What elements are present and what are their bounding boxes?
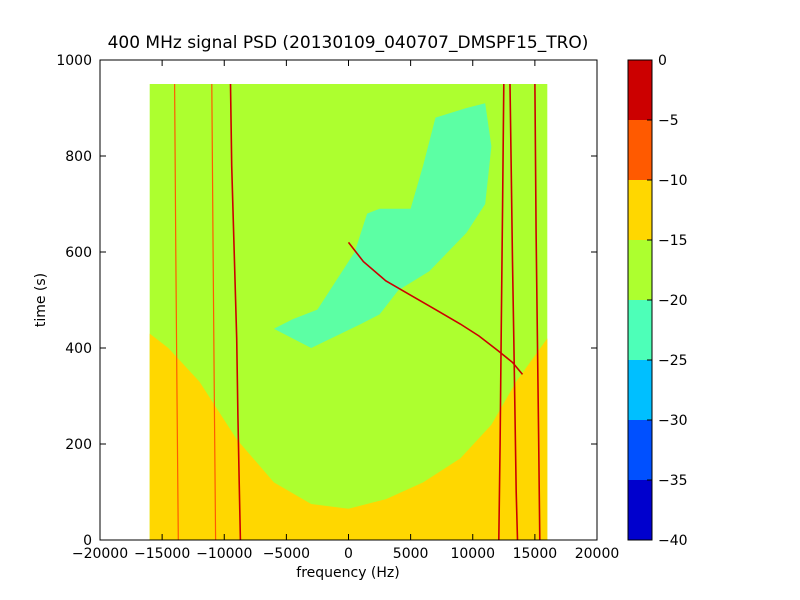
colorbar-tick-label: −35 xyxy=(658,473,688,489)
colorbar-segment xyxy=(628,360,652,420)
x-axis-label: frequency (Hz) xyxy=(296,565,399,581)
colorbar-tick-label: 0 xyxy=(658,53,667,69)
y-tick-label: 600 xyxy=(65,245,92,261)
x-tick-label: −15000 xyxy=(134,546,190,562)
x-tick-label: 15000 xyxy=(513,546,558,562)
x-axis: −20000 −15000 −10000 −5000 0 5000 10000 15000 20… xyxy=(72,60,619,562)
y-tick-label: 0 xyxy=(83,533,92,549)
x-tick-label: 0 xyxy=(344,546,353,562)
plot-area xyxy=(99,59,598,541)
signal-trace xyxy=(211,83,217,541)
psd-region xyxy=(273,103,492,348)
colorbar-tick-label: −40 xyxy=(658,533,688,549)
y-axis-label: time (s) xyxy=(33,273,49,327)
heatmap-layer xyxy=(149,83,548,541)
y-tick-label: 800 xyxy=(65,149,92,165)
colorbar-segment xyxy=(628,180,652,240)
y-tick-label: 400 xyxy=(65,341,92,357)
x-tick-label: 10000 xyxy=(450,546,495,562)
colorbar-tick-label: −10 xyxy=(658,173,688,189)
colorbar-tick-label: −30 xyxy=(658,413,688,429)
signal-trace xyxy=(229,83,242,541)
colorbar-segment xyxy=(628,300,652,360)
signal-trace xyxy=(347,241,524,375)
chart-title: 400 MHz signal PSD (20130109_040707_DMSP… xyxy=(108,33,589,53)
x-tick-label: −5000 xyxy=(263,546,310,562)
colorbar-tick-label: −5 xyxy=(658,113,679,129)
y-tick-label: 200 xyxy=(65,437,92,453)
colorbar-segment xyxy=(628,60,652,120)
colorbar-tick-label: −15 xyxy=(658,233,688,249)
colorbar-segment xyxy=(628,420,652,480)
psd-region xyxy=(149,333,548,540)
colorbar-segment xyxy=(628,120,652,180)
signal-trace xyxy=(509,83,519,541)
colorbar: −40 −35 −30 −25 −20 −15 −10 −5 0 xyxy=(627,53,688,549)
x-tick-label: −10000 xyxy=(196,546,252,562)
colorbar-tick-label: −25 xyxy=(658,353,688,369)
colorbar-segment xyxy=(628,240,652,300)
signal-trace xyxy=(534,83,541,541)
x-tick-label: −20000 xyxy=(72,546,128,562)
signal-trace xyxy=(174,83,179,541)
colorbar-tick-label: −20 xyxy=(658,293,688,309)
x-tick-label: 20000 xyxy=(575,546,620,562)
colorbar-segment xyxy=(628,480,652,540)
y-tick-label: 1000 xyxy=(56,53,92,69)
y-axis: 0 200 400 600 800 1000 xyxy=(56,53,597,549)
x-tick-label: 5000 xyxy=(393,546,429,562)
signal-trace xyxy=(498,83,505,541)
